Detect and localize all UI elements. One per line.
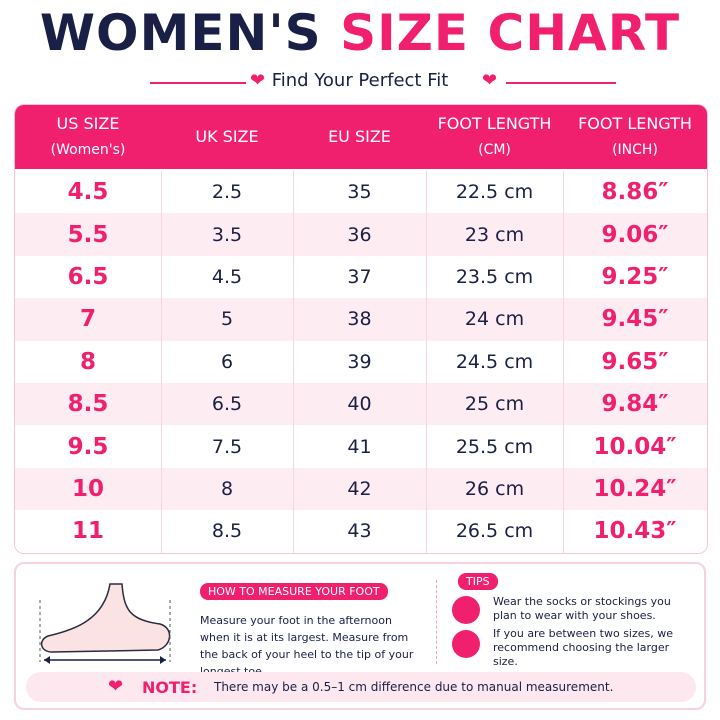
table-cell: 2.5 bbox=[161, 171, 294, 214]
table-cell: 8.86″ bbox=[563, 171, 707, 214]
table-cell: 38 bbox=[293, 298, 427, 341]
table-cell: 5.5 bbox=[15, 213, 162, 256]
table-cell: 9.84″ bbox=[563, 383, 707, 426]
heart-icon: ❤ bbox=[108, 676, 124, 697]
table-row: 6.5 4.5 37 23.5 cm 9.25″ bbox=[15, 255, 707, 299]
rule bbox=[506, 82, 616, 84]
table-row: 11 8.5 43 26.5 cm 10.43″ bbox=[15, 510, 707, 553]
table-cell: 5 bbox=[161, 298, 294, 341]
table-cell: 8.5 bbox=[161, 510, 294, 553]
tip: Wear the socks or stockings you plan to … bbox=[493, 595, 671, 622]
subtitle: Find Your Perfect Fit bbox=[271, 70, 449, 91]
sock-icon bbox=[452, 596, 480, 624]
table-cell: 4.5 bbox=[161, 255, 294, 299]
table-cell: 41 bbox=[293, 425, 427, 468]
table-cell: 9.25″ bbox=[563, 256, 707, 299]
tip: If you are between two sizes, we recomme… bbox=[493, 627, 674, 668]
heart-icon: ❤ bbox=[250, 70, 266, 91]
table-cell: 22.5 cm bbox=[426, 171, 564, 214]
table-row: 5.5 3.5 36 23 cm 9.06″ bbox=[15, 213, 707, 256]
header-cell: FOOT LENGTH (CM) bbox=[426, 105, 564, 169]
table-cell: 10.24″ bbox=[563, 468, 707, 511]
table-cell: 37 bbox=[293, 255, 427, 299]
table-cell: 7.5 bbox=[161, 425, 294, 468]
note-bar: ❤ NOTE: There may be a 0.5–1 cm differen… bbox=[26, 672, 696, 702]
table-cell: 6 bbox=[161, 340, 294, 384]
header-cell: EU SIZE bbox=[293, 105, 427, 169]
header-cell: US SIZE (Women's) bbox=[15, 105, 162, 169]
header-text: (CM) bbox=[478, 142, 511, 158]
table-cell: 36 bbox=[293, 213, 427, 256]
table-cell: 10 bbox=[15, 467, 162, 511]
note-text: There may be a 0.5–1 cm difference due t… bbox=[214, 680, 614, 694]
table-cell: 10.43″ bbox=[563, 510, 707, 553]
table-cell: 23 cm bbox=[426, 213, 564, 256]
title: WOMEN'S SIZE CHART bbox=[0, 4, 720, 62]
header-text: (Women's) bbox=[50, 142, 126, 158]
table-cell: 26.5 cm bbox=[426, 510, 564, 553]
table-row: 10 8 42 26 cm 10.24″ bbox=[15, 467, 707, 511]
table-row: 9.5 7.5 41 25.5 cm 10.04″ bbox=[15, 425, 707, 468]
table-cell: 24.5 cm bbox=[426, 340, 564, 384]
table-cell: 11 bbox=[15, 510, 162, 553]
table-cell: 9.65″ bbox=[563, 341, 707, 384]
header-cell: UK SIZE bbox=[161, 105, 294, 169]
table-cell: 35 bbox=[293, 171, 427, 214]
info-panel bbox=[14, 562, 706, 710]
table-cell: 43 bbox=[293, 510, 427, 553]
table-cell: 25.5 cm bbox=[426, 425, 564, 468]
note-label: NOTE: bbox=[142, 678, 198, 697]
table-row: 7 5 38 24 cm 9.45″ bbox=[15, 298, 707, 341]
table-cell: 26 cm bbox=[426, 467, 564, 511]
table-cell: 6.5 bbox=[15, 255, 162, 299]
table-cell: 7 bbox=[15, 298, 162, 341]
table-cell: 8 bbox=[161, 467, 294, 511]
table-row: 4.5 2.5 35 22.5 cm 8.86″ bbox=[15, 171, 707, 214]
table-cell: 23.5 cm bbox=[426, 255, 564, 299]
header-cell: FOOT LENGTH (INCH) bbox=[563, 105, 707, 169]
heart-icon: ❤ bbox=[482, 70, 498, 91]
table-row: 8.5 6.5 40 25 cm 9.84″ bbox=[15, 383, 707, 426]
section-tag: TIPS bbox=[458, 573, 498, 590]
table-cell: 8 bbox=[15, 340, 162, 384]
divider bbox=[436, 580, 438, 664]
header-text: (INCH) bbox=[612, 142, 658, 158]
table-cell: 40 bbox=[293, 383, 427, 426]
table-cell: 8.5 bbox=[15, 383, 162, 426]
table-cell: 9.5 bbox=[15, 425, 162, 468]
table-cell: 10.04″ bbox=[563, 425, 707, 468]
table-cell: 42 bbox=[293, 467, 427, 511]
measure-text: Measure your foot in the afternoon when … bbox=[200, 614, 414, 678]
header-text: US SIZE bbox=[56, 114, 120, 133]
table-row: 8 6 39 24.5 cm 9.65″ bbox=[15, 340, 707, 384]
table-cell: 3.5 bbox=[161, 213, 294, 256]
header-text: UK SIZE bbox=[195, 127, 259, 146]
header-text: EU SIZE bbox=[328, 127, 391, 146]
table-cell: 9.45″ bbox=[563, 298, 707, 341]
title-part: SIZE CHART bbox=[340, 4, 681, 62]
table-cell: 24 cm bbox=[426, 298, 564, 341]
table-cell: 39 bbox=[293, 340, 427, 384]
table-cell: 4.5 bbox=[15, 171, 162, 214]
shoe-icon bbox=[452, 630, 480, 658]
foot-illustration bbox=[39, 583, 171, 664]
size-table: US SIZE (Women's) UK SIZE EU SIZE FOOT LENGT… bbox=[14, 104, 708, 554]
header-text: FOOT LENGTH bbox=[437, 114, 552, 133]
title-part: WOMEN'S bbox=[39, 4, 322, 62]
table-cell: 9.06″ bbox=[563, 213, 707, 256]
rule bbox=[150, 82, 246, 84]
section-tag: HOW TO MEASURE YOUR FOOT bbox=[200, 583, 388, 600]
header-text: FOOT LENGTH bbox=[578, 114, 692, 133]
table-cell: 6.5 bbox=[161, 383, 294, 426]
table-cell: 25 cm bbox=[426, 383, 564, 426]
